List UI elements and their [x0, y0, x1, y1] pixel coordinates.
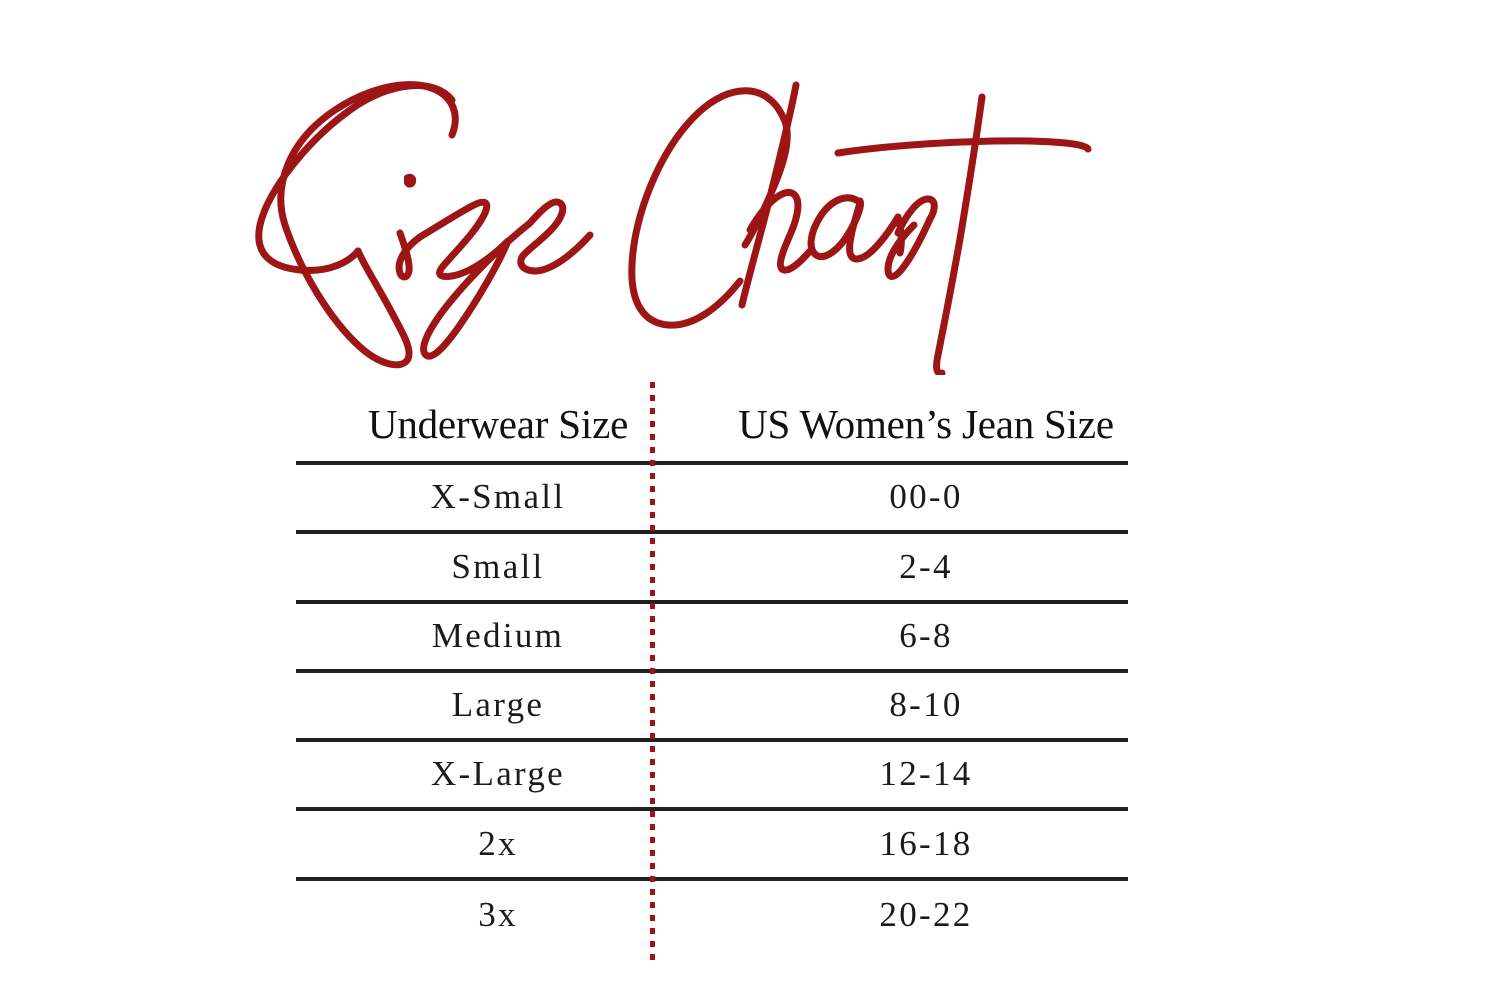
cell-jean-size: 16-18	[879, 823, 973, 863]
cell-jean-size: 12-14	[879, 754, 973, 794]
table-row: 2x 16-18	[296, 811, 1128, 881]
column-header-jean-size: US Women’s Jean Size	[738, 400, 1114, 447]
cell-jean-size: 6-8	[899, 615, 953, 655]
page-title: Size Chart	[230, 55, 1160, 375]
size-table: Underwear Size US Women’s Jean Size X-Sm…	[296, 388, 1128, 933]
cell-jean-size: 00-0	[889, 477, 963, 517]
cell-jean-size: 8-10	[889, 685, 963, 725]
table-row: Large 8-10	[296, 673, 1128, 743]
cell-underwear-size: Medium	[431, 615, 565, 655]
column-divider-dotted-line	[650, 382, 655, 962]
table-row: 3x 20-22	[296, 881, 1128, 950]
cell-underwear-size: Large	[451, 685, 545, 725]
cell-underwear-size: X-Large	[430, 754, 565, 794]
table-row: X-Small 00-0	[296, 465, 1128, 535]
cell-jean-size: 2-4	[899, 546, 953, 586]
table-row: X-Large 12-14	[296, 742, 1128, 812]
table-row: Small 2-4	[296, 534, 1128, 604]
table-header-row: Underwear Size US Women’s Jean Size	[296, 388, 1128, 465]
cell-underwear-size: 3x	[478, 895, 518, 935]
cell-underwear-size: X-Small	[430, 477, 566, 517]
table-row: Medium 6-8	[296, 604, 1128, 673]
cell-jean-size: 20-22	[879, 895, 973, 935]
cell-underwear-size: Small	[451, 546, 545, 586]
column-header-underwear-size: Underwear Size	[367, 400, 629, 447]
cell-underwear-size: 2x	[478, 823, 518, 863]
